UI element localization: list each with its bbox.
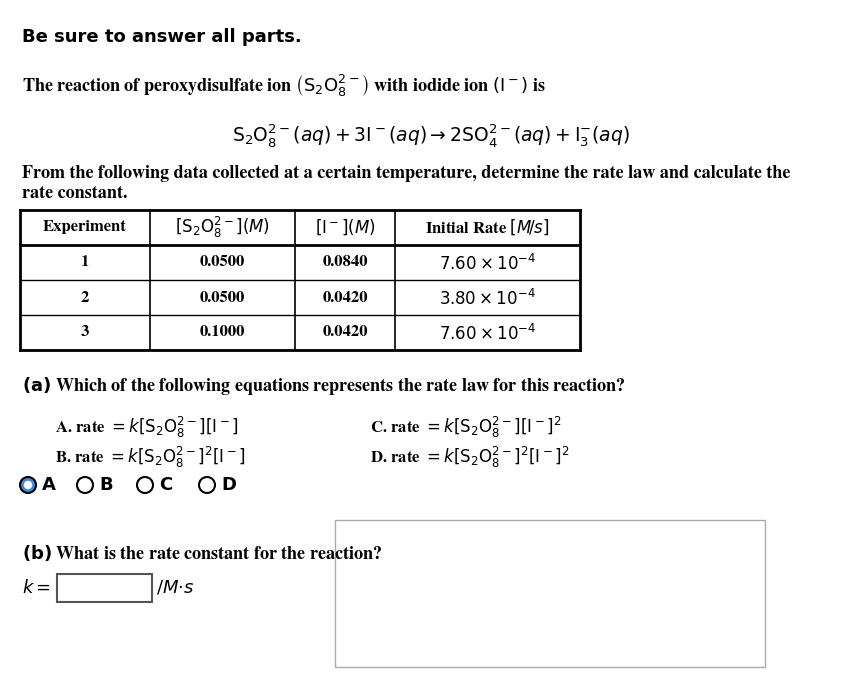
Text: $7.60\times10^{-4}$: $7.60\times10^{-4}$ bbox=[438, 253, 536, 273]
Text: Initial Rate $[M\!/s]$: Initial Rate $[M\!/s]$ bbox=[424, 218, 549, 237]
Circle shape bbox=[21, 478, 35, 492]
Text: C: C bbox=[158, 476, 172, 494]
Circle shape bbox=[24, 481, 32, 489]
Text: 0.0840: 0.0840 bbox=[322, 255, 368, 269]
Text: 0.0420: 0.0420 bbox=[322, 326, 368, 339]
Text: $7.60\times10^{-4}$: $7.60\times10^{-4}$ bbox=[438, 322, 536, 343]
Text: C. rate $= k[\mathrm{S_2O_8^{2-}}][\mathrm{I^-}]^2$: C. rate $= k[\mathrm{S_2O_8^{2-}}][\math… bbox=[369, 415, 561, 440]
Text: 1: 1 bbox=[81, 255, 89, 269]
Text: 0.1000: 0.1000 bbox=[200, 326, 245, 339]
Text: D. rate $= k[\mathrm{S_2O_8^{2-}}]^2[\mathrm{I^-}]^2$: D. rate $= k[\mathrm{S_2O_8^{2-}}]^2[\ma… bbox=[369, 445, 569, 470]
Text: $\mathrm{S_2O_8^{2-}}(aq)+3\mathrm{I^-}(aq)\rightarrow 2\mathrm{SO_4^{2-}}(aq)+\: $\mathrm{S_2O_8^{2-}}(aq)+3\mathrm{I^-}(… bbox=[232, 122, 629, 149]
Text: A: A bbox=[42, 476, 56, 494]
Text: $[\mathrm{S_2O_8^{2-}}](M)$: $[\mathrm{S_2O_8^{2-}}](M)$ bbox=[175, 215, 269, 240]
Text: rate constant.: rate constant. bbox=[22, 185, 127, 202]
Text: $/M{\cdot}s$: $/M{\cdot}s$ bbox=[156, 579, 194, 597]
Text: Be sure to answer all parts.: Be sure to answer all parts. bbox=[22, 28, 301, 46]
Text: B. rate $= k[\mathrm{S_2O_8^{2-}}]^2[\mathrm{I^-}]$: B. rate $= k[\mathrm{S_2O_8^{2-}}]^2[\ma… bbox=[55, 445, 245, 470]
Text: Experiment: Experiment bbox=[43, 221, 127, 234]
Text: B: B bbox=[99, 476, 113, 494]
Text: $[\mathrm{I^-}](M)$: $[\mathrm{I^-}](M)$ bbox=[314, 218, 375, 237]
Text: D: D bbox=[220, 476, 236, 494]
Text: The reaction of peroxydisulfate ion $\left(\mathrm{S_2O_8^{2-}}\right)$ with iod: The reaction of peroxydisulfate ion $\le… bbox=[22, 72, 545, 98]
Text: 0.0500: 0.0500 bbox=[200, 255, 245, 269]
Text: 0.0420: 0.0420 bbox=[322, 290, 368, 305]
Text: 2: 2 bbox=[81, 290, 89, 305]
Text: $\mathbf{(b)}$ What is the rate constant for the reaction?: $\mathbf{(b)}$ What is the rate constant… bbox=[22, 543, 381, 563]
Text: $\mathbf{(a)}$ Which of the following equations represents the rate law for this: $\mathbf{(a)}$ Which of the following eq… bbox=[22, 375, 625, 397]
FancyBboxPatch shape bbox=[335, 520, 764, 667]
Text: 0.0500: 0.0500 bbox=[200, 290, 245, 305]
Text: From the following data collected at a certain temperature, determine the rate l: From the following data collected at a c… bbox=[22, 165, 790, 182]
Text: 3: 3 bbox=[81, 326, 89, 339]
FancyBboxPatch shape bbox=[57, 574, 152, 602]
Text: $3.80\times10^{-4}$: $3.80\times10^{-4}$ bbox=[438, 288, 536, 307]
Text: $k =$: $k =$ bbox=[22, 579, 51, 597]
Text: A. rate $= k[\mathrm{S_2O_8^{2-}}][\mathrm{I^-}]$: A. rate $= k[\mathrm{S_2O_8^{2-}}][\math… bbox=[55, 415, 238, 440]
